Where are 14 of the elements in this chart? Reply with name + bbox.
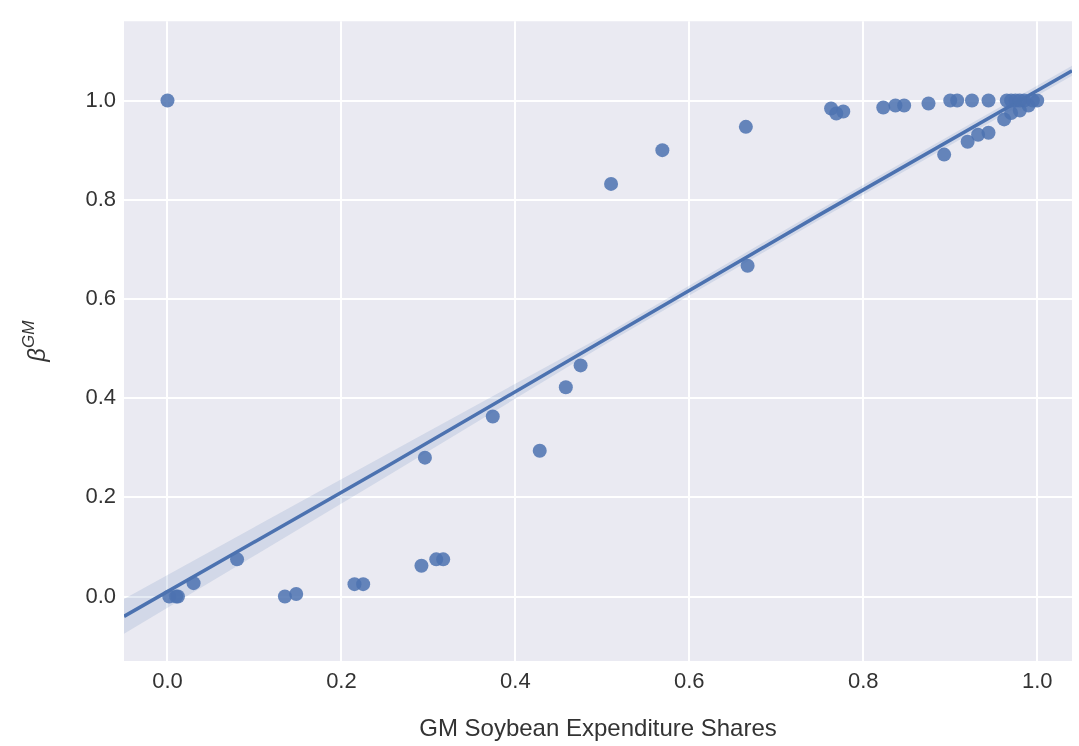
y-tick-label: 0.0 [85, 582, 116, 608]
y-tick-label: 0.4 [85, 384, 116, 410]
y-tick-label: 0.6 [85, 285, 116, 311]
y-axis-title: βGM [18, 319, 50, 363]
x-axis-title: GM Soybean Expenditure Shares [419, 714, 777, 742]
x-tick-label: 0.6 [674, 668, 705, 694]
x-tick-label: 1.0 [1021, 668, 1053, 694]
x-tick-label: 0.0 [152, 668, 183, 694]
x-tick-label: 0.4 [500, 668, 531, 694]
y-tick-label: 0.2 [85, 483, 116, 509]
x-tick-label: 0.2 [326, 668, 357, 694]
x-tick-label: 0.8 [847, 668, 879, 694]
y-tick-label: 0.8 [85, 185, 116, 211]
y-tick-label: 1.0 [85, 86, 116, 112]
